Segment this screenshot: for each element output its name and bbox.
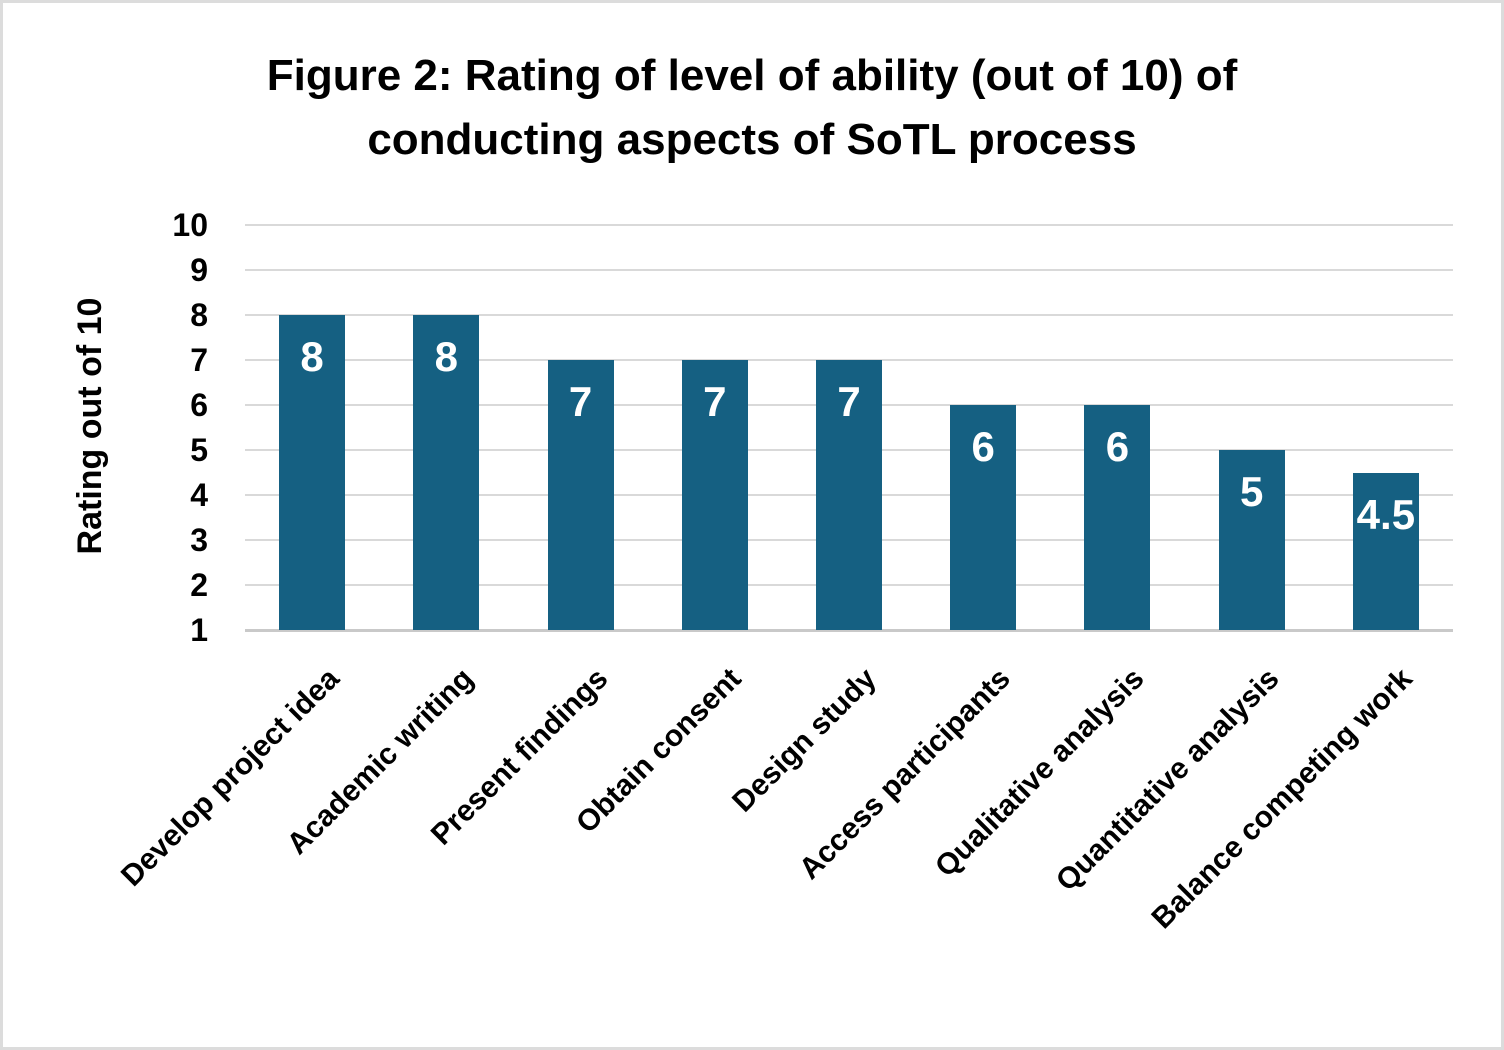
bar-value-label: 6 xyxy=(971,423,995,470)
x-category-label: Develop project idea xyxy=(114,662,346,893)
y-tick-label: 9 xyxy=(190,252,208,288)
y-tick-label: 6 xyxy=(190,387,208,423)
bar xyxy=(816,360,882,630)
bar-value-label: 8 xyxy=(300,333,324,380)
bar-value-label: 7 xyxy=(703,378,727,425)
gridline xyxy=(245,314,1453,316)
bar xyxy=(413,315,480,630)
bar xyxy=(279,315,346,630)
gridline xyxy=(245,269,1453,271)
bar xyxy=(1218,450,1285,630)
y-tick-label: 8 xyxy=(190,297,208,333)
x-category-label: Quantitative analysis xyxy=(1049,662,1286,898)
bar xyxy=(950,405,1017,630)
bar xyxy=(547,360,614,630)
bar xyxy=(1084,405,1151,630)
chart-title-line-2: conducting aspects of SoTL process xyxy=(367,115,1137,164)
bar xyxy=(1352,472,1419,630)
bar-value-label: 7 xyxy=(568,378,593,425)
y-tick-label: 3 xyxy=(190,522,208,558)
chart-title: Figure 2: Rating of level of ability (ou… xyxy=(0,44,1504,172)
bar-value-label: 8 xyxy=(434,333,458,380)
bar-value-label: 7 xyxy=(837,378,861,425)
y-tick-label: 10 xyxy=(172,207,208,243)
bar-value-label: 4.5 xyxy=(1356,490,1416,538)
chart-title-line-1: Figure 2: Rating of level of ability (ou… xyxy=(266,51,1238,100)
y-tick-label: 4 xyxy=(190,477,208,513)
y-tick-label: 2 xyxy=(190,567,208,603)
x-axis-line xyxy=(245,629,1453,632)
y-tick-label: 5 xyxy=(190,432,208,468)
bar-value-label: 6 xyxy=(1105,423,1130,470)
bar-value-label: 5 xyxy=(1239,468,1264,515)
y-tick-label: 7 xyxy=(190,342,208,378)
x-category-label: Balance competing work xyxy=(1145,662,1420,936)
y-tick-label: 1 xyxy=(190,612,208,648)
gridline xyxy=(245,224,1453,226)
bar xyxy=(681,360,748,630)
